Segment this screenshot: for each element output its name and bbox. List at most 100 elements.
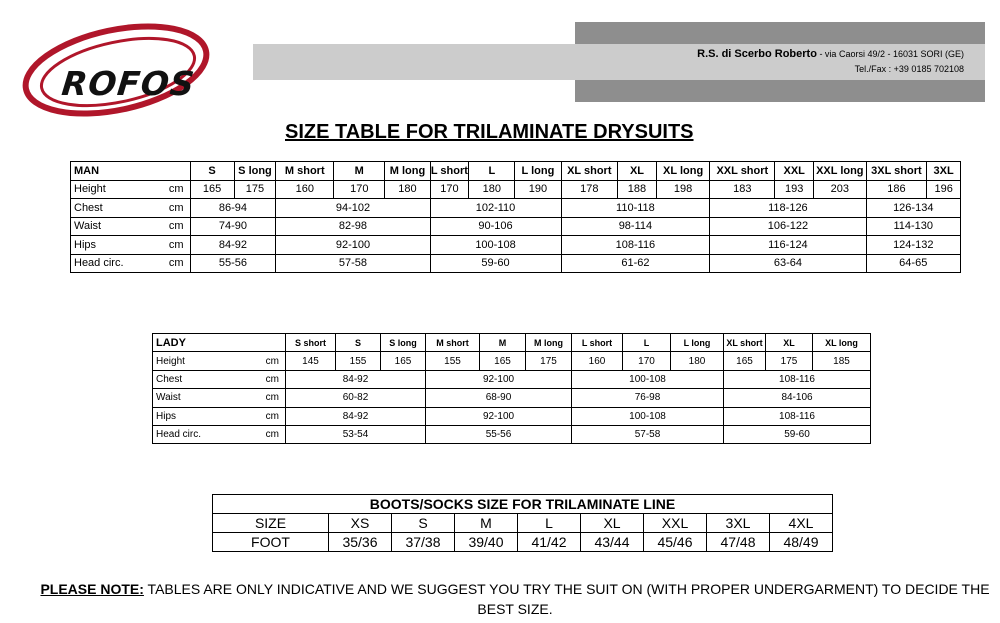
height-cell: 165 bbox=[189, 179, 235, 199]
range-cell: 108-116 bbox=[560, 235, 711, 255]
measure-row: Hips cm 84-92 92-100 100-108 108-116 116-124 12… bbox=[70, 235, 961, 255]
row-name: Head circ. bbox=[152, 424, 253, 445]
range-cell: 100-108 bbox=[571, 369, 725, 390]
range-cell: 110-118 bbox=[560, 198, 711, 218]
row-name: Height bbox=[70, 179, 155, 199]
row-unit: cm bbox=[154, 216, 191, 236]
row-unit: cm bbox=[154, 253, 191, 273]
header-band-light bbox=[253, 44, 985, 80]
size-header: XL long bbox=[812, 332, 872, 353]
height-cell: 190 bbox=[514, 179, 562, 199]
size-header: L bbox=[622, 332, 672, 353]
size-header: S bbox=[335, 332, 382, 353]
range-cell: 92-100 bbox=[425, 369, 573, 390]
range-cell: 82-98 bbox=[275, 216, 431, 236]
measure-row: Waist cm 60-82 68-90 76-98 84-106 bbox=[152, 388, 872, 408]
row-name: Head circ. bbox=[70, 253, 155, 273]
measure-row: Chest cm 84-92 92-100 100-108 108-116 bbox=[152, 369, 872, 390]
height-cell: 186 bbox=[865, 179, 928, 199]
boot-size-cell: 4XL bbox=[769, 513, 833, 533]
height-cell: 180 bbox=[384, 179, 431, 199]
height-cell: 175 bbox=[525, 351, 573, 371]
range-cell: 60-82 bbox=[285, 388, 427, 408]
range-cell: 68-90 bbox=[425, 388, 573, 408]
header-row: LADY S short S S long M short M M long L short L… bbox=[151, 332, 872, 353]
height-cell: 145 bbox=[285, 351, 337, 371]
height-cell: 170 bbox=[333, 179, 386, 199]
rofos-logo: ROFOS bbox=[18, 22, 214, 118]
range-cell: 114-130 bbox=[865, 216, 961, 236]
size-header: M short bbox=[275, 161, 335, 181]
range-cell: 59-60 bbox=[723, 424, 872, 445]
size-header: L short bbox=[571, 332, 624, 353]
range-cell: 57-58 bbox=[275, 253, 431, 273]
foot-row: FOOT 35/36 37/38 39/40 41/42 43/44 45/46 47/48 4… bbox=[212, 532, 833, 552]
note-label: PLEASE NOTE: bbox=[40, 581, 144, 597]
size-header: M bbox=[333, 161, 386, 181]
height-cell: 175 bbox=[765, 351, 814, 371]
boot-size-cell: S bbox=[391, 513, 455, 533]
row-name: Hips bbox=[152, 406, 253, 426]
height-cell: 170 bbox=[429, 179, 470, 199]
height-cell: 178 bbox=[560, 179, 619, 199]
height-cell: 160 bbox=[571, 351, 624, 371]
range-cell: 63-64 bbox=[709, 253, 867, 273]
size-header: L long bbox=[514, 161, 562, 181]
height-cell: 155 bbox=[335, 351, 382, 371]
range-cell: 118-126 bbox=[709, 198, 867, 218]
foot-label: FOOT bbox=[212, 532, 329, 552]
row-unit: cm bbox=[252, 424, 287, 445]
row-name: Chest bbox=[152, 369, 253, 390]
height-row: Height cm 165 175 160 170 180 170 180 190 178 188 19… bbox=[70, 179, 961, 199]
row-unit: cm bbox=[154, 179, 191, 199]
size-header: XXL short bbox=[709, 161, 776, 181]
boot-size-cell: 3XL bbox=[706, 513, 770, 533]
height-cell: 180 bbox=[670, 351, 725, 371]
note-text: TABLES ARE ONLY INDICATIVE AND WE SUGGES… bbox=[143, 581, 990, 617]
size-header: XL short bbox=[560, 161, 619, 181]
boot-size-cell: M bbox=[454, 513, 518, 533]
range-cell: 57-58 bbox=[571, 424, 725, 445]
header-row: MAN S S long M short M M long L short L L long XL… bbox=[70, 161, 961, 181]
boots-title: BOOTS/SOCKS SIZE FOR TRILAMINATE LINE bbox=[212, 494, 833, 514]
size-header: 3XL bbox=[926, 161, 961, 181]
boot-size-cell: XS bbox=[328, 513, 392, 533]
range-cell: 126-134 bbox=[865, 198, 961, 218]
row-unit: cm bbox=[252, 369, 287, 390]
logo-wordmark: ROFOS bbox=[59, 64, 197, 103]
size-header: XL bbox=[617, 161, 657, 181]
page-title: SIZE TABLE FOR TRILAMINATE DRYSUITS bbox=[285, 121, 694, 143]
size-header: S bbox=[189, 161, 235, 181]
row-name: Waist bbox=[152, 388, 253, 408]
size-header: XL bbox=[765, 332, 814, 353]
man-size-table: MAN S S long M short M M long L short L L long XL… bbox=[70, 161, 961, 273]
size-header: S long bbox=[380, 332, 427, 353]
height-cell: 193 bbox=[774, 179, 815, 199]
height-cell: 180 bbox=[468, 179, 516, 199]
range-cell: 108-116 bbox=[723, 369, 872, 390]
foot-size-cell: 45/46 bbox=[643, 532, 707, 552]
size-header: S short bbox=[285, 332, 337, 353]
range-cell: 84-92 bbox=[285, 406, 427, 426]
range-cell: 124-132 bbox=[865, 235, 961, 255]
row-name: Waist bbox=[70, 216, 155, 236]
row-unit: cm bbox=[154, 198, 191, 218]
range-cell: 74-90 bbox=[189, 216, 277, 236]
table-label: MAN bbox=[70, 161, 191, 181]
range-cell: 106-122 bbox=[709, 216, 867, 236]
range-cell: 108-116 bbox=[723, 406, 872, 426]
range-cell: 64-65 bbox=[865, 253, 961, 273]
height-cell: 188 bbox=[617, 179, 657, 199]
company-info: R.S. di Scerbo Roberto - via Caorsi 49/2… bbox=[697, 47, 964, 76]
row-name: Hips bbox=[70, 235, 155, 255]
size-header: 3XL short bbox=[865, 161, 928, 181]
range-cell: 76-98 bbox=[571, 388, 725, 408]
size-header: S long bbox=[233, 161, 277, 181]
title-row: BOOTS/SOCKS SIZE FOR TRILAMINATE LINE bbox=[212, 494, 833, 514]
range-cell: 84-92 bbox=[189, 235, 277, 255]
height-cell: 183 bbox=[709, 179, 776, 199]
range-cell: 116-124 bbox=[709, 235, 867, 255]
range-cell: 84-106 bbox=[723, 388, 872, 408]
range-cell: 98-114 bbox=[560, 216, 711, 236]
size-header: XXL long bbox=[813, 161, 867, 181]
